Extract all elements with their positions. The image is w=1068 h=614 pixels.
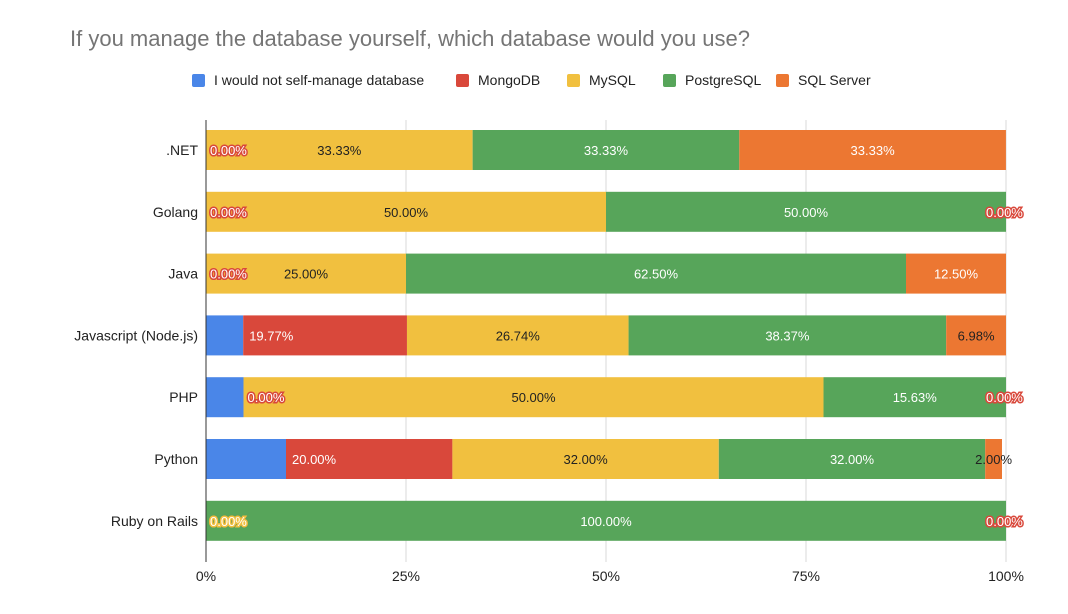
legend-item: PostgreSQL [663,70,761,90]
data-label: 26.74% [496,328,541,343]
data-label: 32.00% [564,452,609,467]
bar-segment [718,439,986,479]
bar-segment [243,315,407,356]
legend-item: MongoDB [456,70,540,90]
bar-segment [985,439,1002,479]
bar-segment [628,315,947,356]
bar-segment [739,130,1006,170]
legend-swatch [663,73,676,87]
bar-segment [206,315,244,356]
data-label: 6.98% [958,328,995,343]
category-label: Golang [153,204,198,220]
bar-segment [243,377,824,418]
legend-label: MySQL [589,72,636,88]
bar-segment [206,191,606,232]
x-tick-label: 25% [392,568,420,584]
x-tick-label: 50% [592,568,620,584]
legend-item: I would not self-manage database [192,70,424,90]
data-label: 0.00% [986,390,1023,405]
data-label: 2.00% [975,452,1012,467]
data-label: 50.00% [511,390,556,405]
data-label: 100.00% [580,514,632,529]
data-label: 15.63% [893,390,938,405]
legend-item: SQL Server [776,70,871,90]
bar-segment [206,500,1006,541]
category-label: Python [154,451,198,467]
bar-segment [206,130,473,170]
bar-row: Ruby on Rails 0.00%0.00% 100.00% 0.00% [111,500,1025,541]
data-label: 32.00% [830,452,875,467]
legend-swatch [776,73,789,87]
category-label: .NET [166,142,198,158]
data-label: 62.50% [634,267,679,282]
data-label: 38.37% [765,328,810,343]
data-label: 0.00% [210,205,247,220]
bar-segment [452,439,719,479]
legend-label: PostgreSQL [685,72,762,88]
data-label: 50.00% [384,205,429,220]
data-label: 20.00% [292,452,337,467]
data-label: 0.00% [210,143,247,158]
data-label: 25.00% [284,267,329,282]
category-label: Java [168,266,198,282]
bar-segment [286,439,453,479]
data-label: 0.00% [986,514,1023,529]
bar-row: Python 20.00% 32.00% 32.00% 2.00% [154,439,1012,479]
legend-label: I would not self-manage database [214,72,425,88]
x-tick-label: 100% [988,568,1024,584]
bar-row: PHP 0.00% 50.00% 15.63% 0.00% [169,377,1025,418]
legend-label: MongoDB [478,72,541,88]
legend-swatch [567,73,580,87]
bar-segment [906,253,1006,294]
bar-segment [406,315,629,356]
bar-segment [946,315,1006,356]
category-label: Ruby on Rails [111,513,198,529]
chart-title: If you manage the database yourself, whi… [70,26,751,51]
bar-segment [206,377,244,418]
data-label: 12.50% [934,267,979,282]
bar-segment [472,130,740,170]
legend: I would not self-manage database MongoDB M… [0,70,1068,92]
bar-row: Javascript (Node.js) 19.77% 26.74% 38.37% 6.… [74,315,1006,356]
bar-segment [606,191,1006,232]
data-label: 0.00% [210,514,247,529]
bar-segment [406,253,906,294]
bar-row: .NET 0.00% 33.33% 33.33% 33.33% [166,130,1006,170]
bar-segment [206,439,286,479]
category-label: PHP [169,389,198,405]
data-label: 33.33% [317,143,362,158]
data-label: 0.00% [210,267,247,282]
x-tick-label: 0% [196,568,216,584]
data-label: 50.00% [784,205,829,220]
legend-label: SQL Server [798,72,871,88]
legend-item: MySQL [567,70,636,90]
data-label: 0.00% [248,390,285,405]
bar-segment [206,253,406,294]
bar-segment [823,377,1006,418]
data-label: 33.33% [851,143,896,158]
data-label: 0.00% [210,514,247,529]
legend-swatch [192,73,205,87]
data-label: 19.77% [249,328,294,343]
data-label: 33.33% [584,143,629,158]
legend-swatch [456,73,469,87]
bar-row: Golang 0.00% 50.00% 50.00% 0.00% [153,191,1025,232]
data-label: 0.00% [986,205,1023,220]
x-tick-label: 75% [792,568,820,584]
category-label: Javascript (Node.js) [74,327,198,343]
bar-row: Java 0.00% 25.00% 62.50% 12.50% [168,253,1006,294]
